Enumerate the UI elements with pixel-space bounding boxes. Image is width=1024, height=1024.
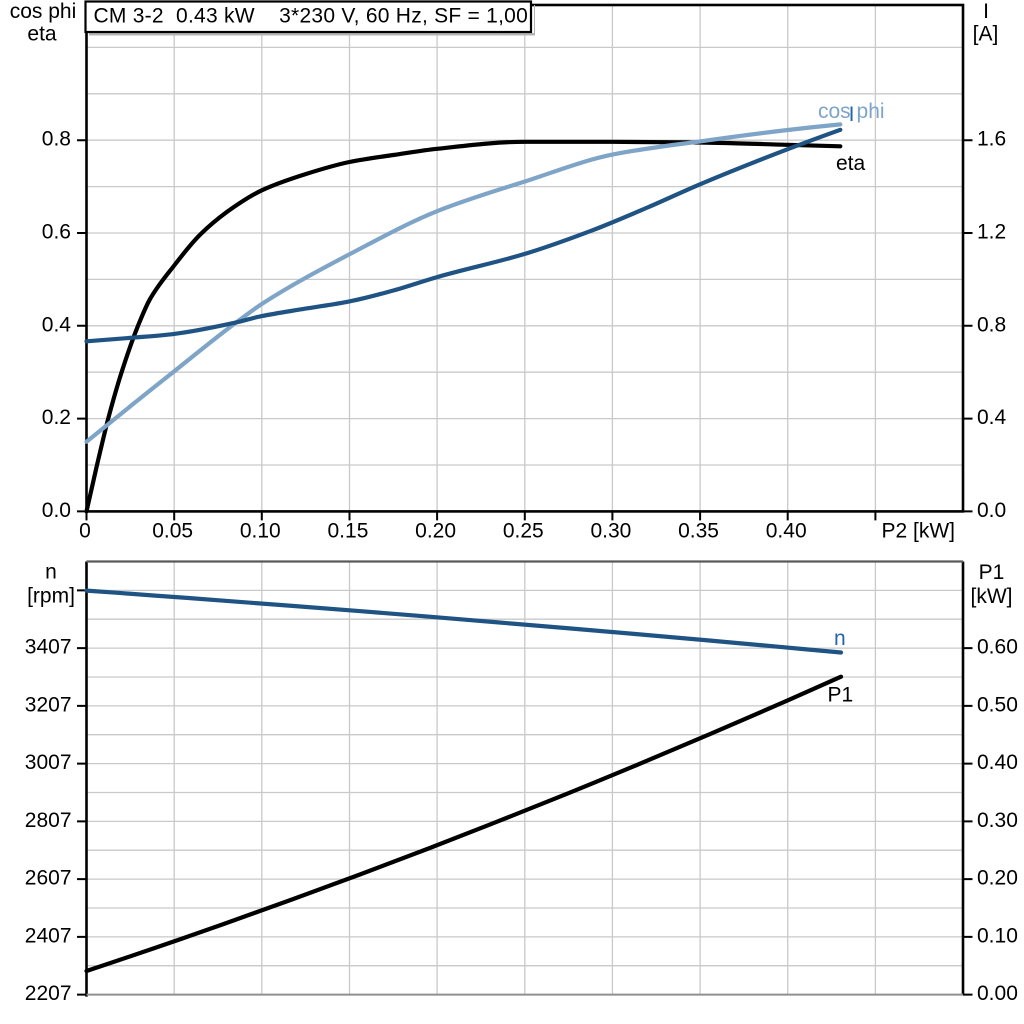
- svg-text:0.60: 0.60: [977, 636, 1018, 659]
- svg-text:0.10: 0.10: [977, 924, 1018, 947]
- svg-text:0.25: 0.25: [503, 520, 544, 543]
- svg-text:0.20: 0.20: [977, 867, 1018, 890]
- svg-text:2607: 2607: [25, 867, 72, 890]
- svg-text:2807: 2807: [25, 809, 72, 832]
- svg-text:0: 0: [79, 520, 91, 543]
- svg-text:0.30: 0.30: [977, 809, 1018, 832]
- svg-text:cos phi: cos phi: [818, 100, 885, 123]
- svg-text:[rpm]: [rpm]: [27, 584, 75, 607]
- svg-text:0.2: 0.2: [42, 406, 71, 429]
- svg-text:I: I: [983, 0, 989, 23]
- svg-text:CM 3-2 0.43 kW 3*230 V, 60: CM 3-2 0.43 kW 3*230 V, 60 Hz, SF = 1,00: [94, 5, 529, 28]
- svg-text:0.30: 0.30: [590, 520, 631, 543]
- svg-text:1.6: 1.6: [977, 128, 1006, 151]
- svg-text:n: n: [45, 560, 57, 583]
- svg-text:cos phi: cos phi: [10, 0, 77, 23]
- svg-text:I: I: [849, 103, 855, 126]
- svg-text:0.8: 0.8: [42, 128, 71, 151]
- svg-text:0.10: 0.10: [240, 520, 281, 543]
- svg-text:2207: 2207: [25, 982, 72, 1005]
- svg-text:3007: 3007: [25, 751, 72, 774]
- svg-text:[kW]: [kW]: [971, 585, 1013, 608]
- svg-text:0.40: 0.40: [977, 751, 1018, 774]
- svg-text:0.0: 0.0: [42, 499, 71, 522]
- svg-text:0.15: 0.15: [328, 520, 369, 543]
- svg-text:eta: eta: [836, 152, 866, 175]
- svg-text:1.2: 1.2: [977, 221, 1006, 244]
- svg-text:0.50: 0.50: [977, 693, 1018, 716]
- svg-text:P1: P1: [828, 683, 854, 706]
- svg-text:eta: eta: [27, 23, 57, 46]
- svg-text:0.8: 0.8: [977, 313, 1006, 336]
- svg-text:n: n: [834, 627, 846, 650]
- svg-text:0.0: 0.0: [977, 499, 1006, 522]
- svg-text:0.00: 0.00: [977, 982, 1018, 1005]
- svg-text:0.35: 0.35: [678, 520, 719, 543]
- svg-text:3207: 3207: [25, 693, 72, 716]
- svg-text:0.20: 0.20: [415, 520, 456, 543]
- svg-text:3407: 3407: [25, 636, 72, 659]
- svg-text:P2 [kW]: P2 [kW]: [881, 520, 955, 543]
- svg-text:0.6: 0.6: [42, 221, 71, 244]
- svg-text:0.05: 0.05: [152, 520, 193, 543]
- svg-text:0.40: 0.40: [766, 520, 807, 543]
- svg-text:P1: P1: [979, 561, 1005, 584]
- svg-text:2407: 2407: [25, 924, 72, 947]
- svg-text:0.4: 0.4: [42, 313, 72, 336]
- svg-text:[A]: [A]: [973, 23, 999, 46]
- svg-text:0.4: 0.4: [977, 406, 1007, 429]
